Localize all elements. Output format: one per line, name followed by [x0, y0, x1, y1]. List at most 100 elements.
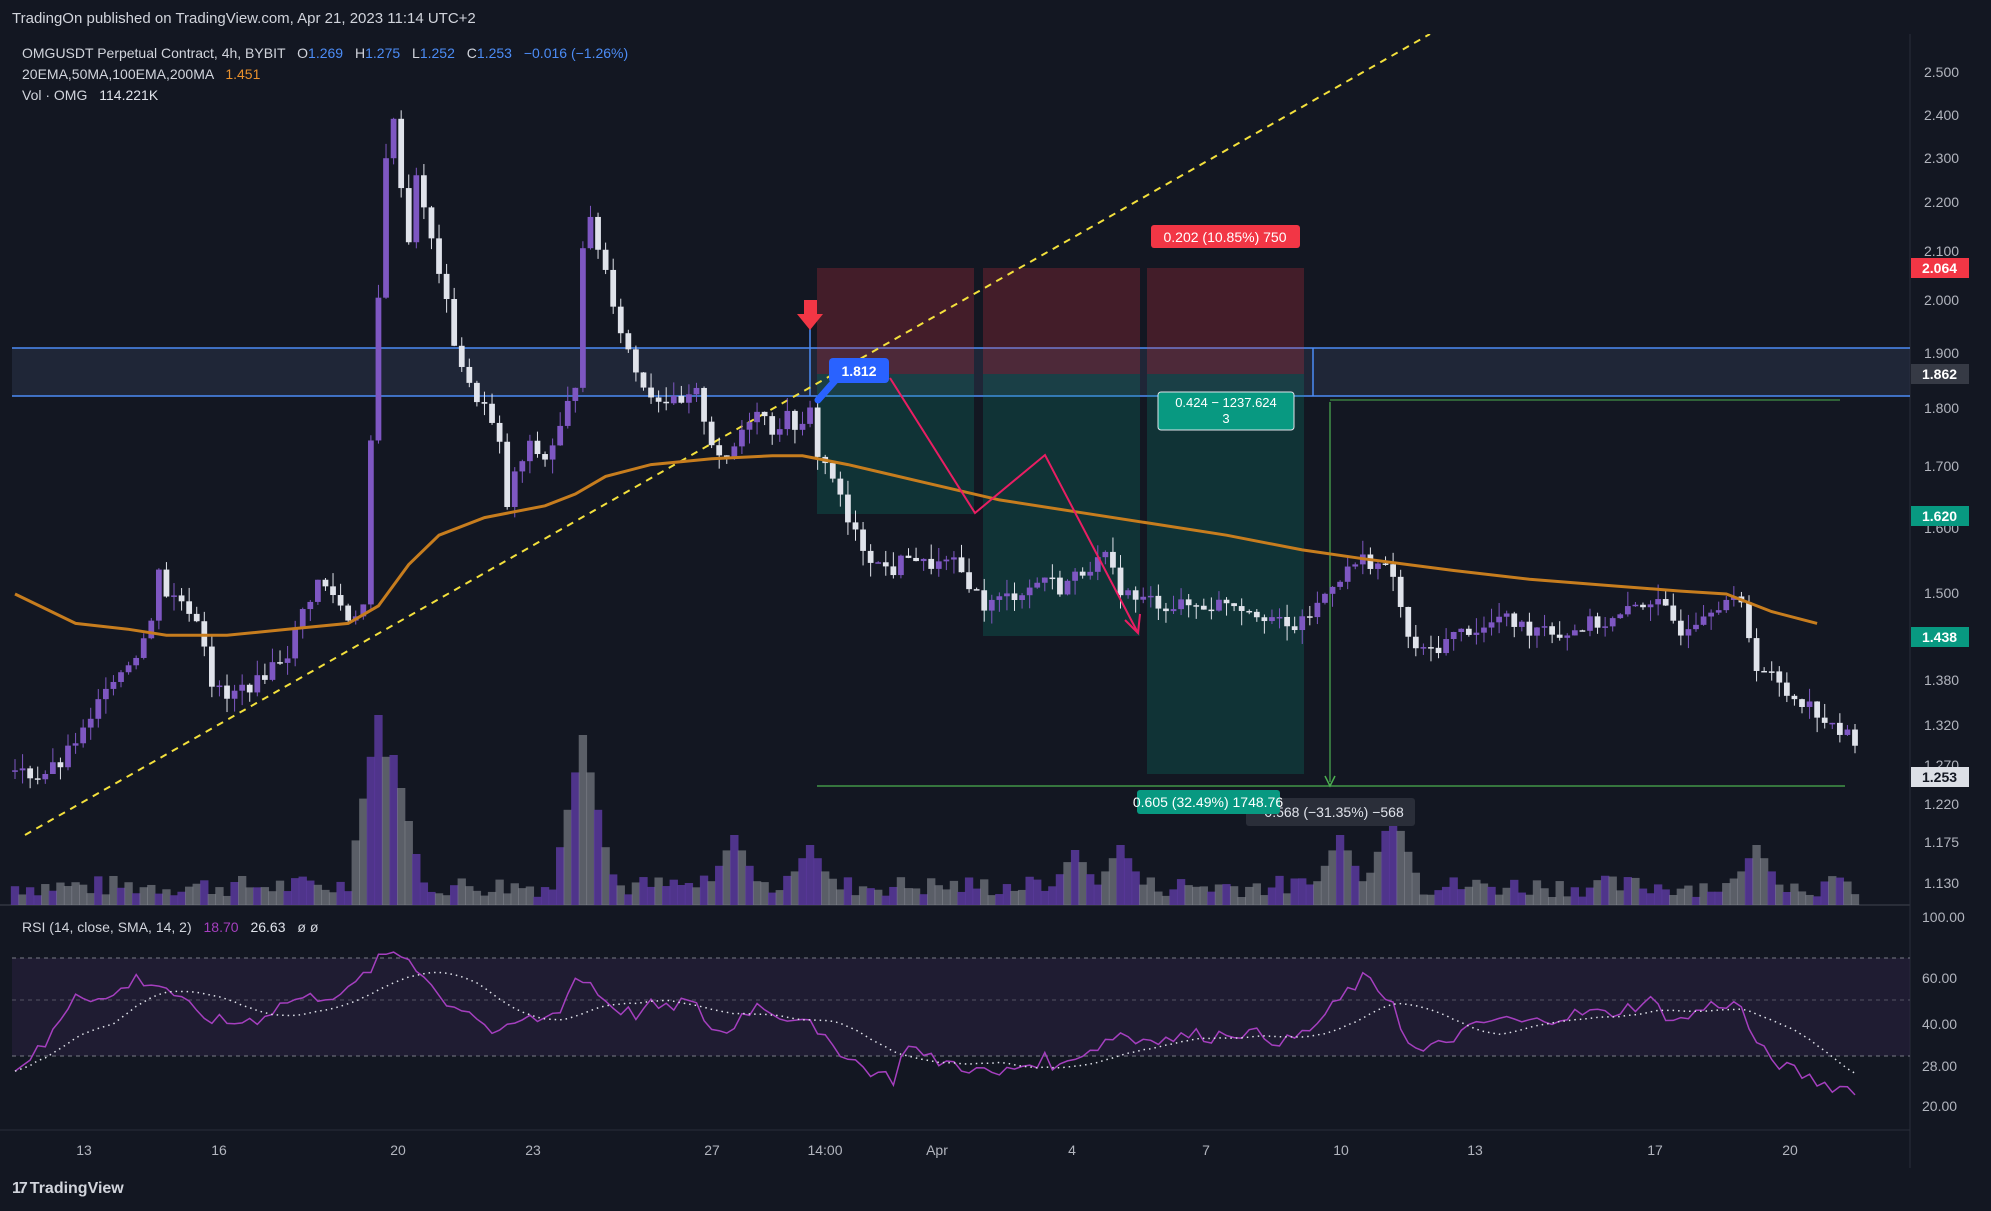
candle-body [1587, 616, 1593, 631]
candle-body [80, 727, 87, 744]
rsi-axis[interactable]: 100.00 60.00 40.00 28.00 20.00 [1922, 909, 1965, 1114]
volume-bar [1358, 881, 1367, 905]
volume-bar [1411, 872, 1420, 905]
volume-bar [783, 875, 792, 905]
candle-body [466, 366, 473, 383]
time-tick: 20 [1782, 1142, 1798, 1158]
candle-body [845, 494, 851, 523]
mid-label-line1: 0.424 − 1237.624 [1175, 395, 1277, 410]
candle-body [1102, 551, 1109, 558]
volume-bar [450, 885, 459, 905]
volume-bar [586, 772, 595, 905]
volume-bar [760, 882, 769, 905]
volume-bar [1578, 896, 1587, 905]
candle-body [1602, 626, 1609, 628]
candle-body [648, 387, 654, 398]
time-tick: 16 [211, 1142, 227, 1158]
volume-bar [1676, 888, 1686, 905]
volume-bar [1479, 883, 1489, 905]
legend-row-2[interactable]: 20EMA,50MA,100EMA,200MA 1.451 [22, 66, 261, 82]
candle-body [799, 423, 806, 430]
volume-bar [525, 886, 535, 905]
volume-bar [472, 890, 482, 905]
volume-bar [904, 888, 913, 905]
volume-bar [1646, 893, 1655, 905]
candle-body [1571, 630, 1578, 636]
candle-body [125, 665, 132, 673]
volume-bar [1214, 884, 1224, 905]
legend-vol-label: Vol · OMG [22, 87, 87, 103]
volume-bar [56, 882, 65, 905]
volume-bar [911, 888, 921, 905]
candle-body [1306, 616, 1313, 618]
candle-body [807, 407, 813, 424]
candle-body [625, 333, 632, 350]
volume-bar [275, 880, 285, 905]
price-tick: 1.320 [1924, 717, 1959, 733]
volume-bar [1532, 880, 1542, 905]
candle-body [1329, 586, 1336, 594]
price-axis[interactable]: 2.500 2.400 2.300 2.200 2.100 2.000 1.900 1.800… [1924, 64, 1959, 891]
volume-bar [207, 894, 217, 905]
measure-label-text: −0.568 (−31.35%) −568 [1256, 804, 1404, 820]
price-badge-text: 1.862 [1922, 366, 1957, 382]
candle-body [458, 345, 465, 367]
candle-body [1344, 566, 1351, 582]
volume-bar [1419, 894, 1428, 905]
time-axis[interactable]: 13 16 20 23 27 14:00 Apr 4 7 10 13 17 20 [76, 1142, 1798, 1158]
candle-body [428, 207, 435, 239]
volume-bar [1616, 890, 1625, 905]
legend-high-label: H [355, 45, 365, 61]
volume-bar [1494, 894, 1504, 905]
volume-bar [768, 892, 777, 905]
volume-bar [1320, 865, 1330, 905]
tv-logo-icon[interactable]: 17 TradingView [12, 1180, 124, 1197]
candle-body [633, 349, 639, 373]
volume-bar [1449, 877, 1458, 905]
candle-body [572, 387, 579, 401]
volume-bar [1101, 871, 1110, 905]
volume-bar [1161, 895, 1171, 905]
projected-path [889, 377, 1139, 634]
candle-body [1026, 587, 1033, 596]
candle-body [1640, 604, 1646, 608]
volume-bar [184, 886, 194, 905]
volume-bar [1699, 883, 1708, 905]
candle-body [1382, 563, 1389, 565]
time-tick: 23 [525, 1142, 541, 1158]
candle-body [1072, 571, 1078, 581]
candle-body [1723, 599, 1730, 611]
legend-rsi[interactable]: RSI (14, close, SMA, 14, 2) 18.70 26.63 … [22, 919, 319, 935]
candle-body [1193, 605, 1200, 607]
volume-bar [495, 879, 504, 905]
volume-bar [836, 889, 845, 905]
volume-bar [942, 889, 951, 905]
volume-bar [775, 890, 784, 905]
volume-bar [177, 891, 186, 905]
candle-body [731, 446, 738, 458]
candle-body [155, 569, 162, 621]
volume-bar [1139, 884, 1148, 905]
volume-bar [995, 894, 1004, 905]
candle-body [1647, 604, 1654, 608]
candle-body [1155, 595, 1162, 609]
candle-body [549, 445, 556, 460]
legend-row-3[interactable]: Vol · OMG 114.221K [22, 87, 159, 103]
candle-body [587, 216, 594, 249]
volume-bar [919, 894, 928, 905]
candle-body [1746, 602, 1752, 639]
candle-body [1011, 593, 1018, 601]
candle-body [231, 690, 238, 699]
candle-body [1677, 620, 1684, 636]
trading-chart[interactable]: 0.202 (10.85%) 750 1.812 0.424 − 1237.62… [0, 34, 1991, 1168]
volume-bar [1282, 893, 1292, 905]
candle-body [1549, 626, 1555, 635]
candle-body [57, 762, 64, 768]
volume-bar [268, 891, 277, 905]
volume-bar [1759, 858, 1769, 905]
candle-body [261, 675, 268, 680]
mid-label-line2: 3 [1222, 411, 1229, 426]
volume-bar [298, 876, 307, 905]
volume-bar [1434, 890, 1443, 905]
candle-body [1094, 557, 1101, 572]
